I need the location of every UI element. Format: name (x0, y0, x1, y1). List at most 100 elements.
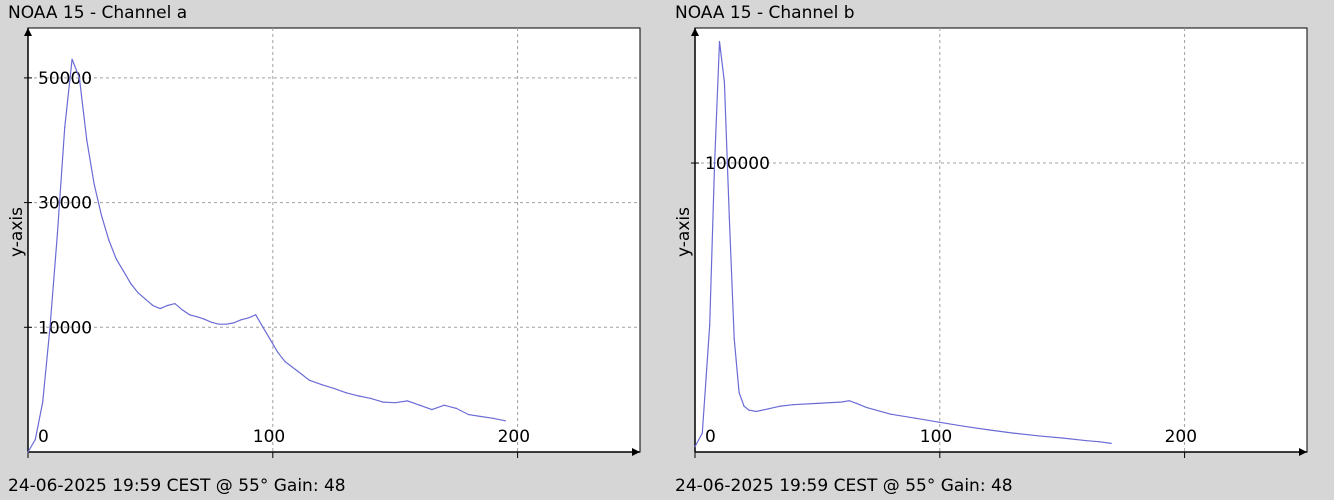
chart-plot-channel-b: 0 100 200 100000 y-axis (674, 27, 1308, 458)
data-point (345, 392, 347, 394)
data-point (914, 417, 916, 419)
data-point (738, 391, 740, 394)
plot-area (27, 27, 641, 453)
data-point (78, 77, 81, 79)
data-point (780, 405, 782, 407)
x-tick-label: 100 (920, 427, 952, 447)
data-point (1012, 432, 1014, 434)
data-point (492, 417, 494, 419)
data-point (93, 183, 95, 185)
data-point (733, 337, 735, 340)
x-tick-label: 0 (38, 427, 49, 447)
data-point (701, 432, 703, 434)
data-point (419, 404, 421, 406)
y-axis-arrow (691, 28, 699, 36)
data-point (728, 216, 730, 218)
data-point (196, 316, 198, 318)
data-point (211, 321, 213, 323)
data-point (255, 314, 257, 316)
data-point (816, 402, 818, 404)
data-point (56, 233, 58, 235)
data-point (188, 314, 191, 316)
data-point (108, 239, 110, 241)
data-point (480, 415, 482, 418)
data-point (939, 421, 941, 423)
data-point (709, 324, 711, 326)
x-tick-label: 200 (1165, 427, 1197, 447)
data-point (1037, 435, 1039, 437)
data-point (357, 395, 360, 397)
data-point (963, 425, 965, 427)
data-point (1061, 437, 1063, 439)
x-axis-arrow (632, 448, 640, 456)
data-point (370, 397, 372, 399)
data-point (144, 298, 147, 300)
data-point (34, 438, 36, 441)
data-point (855, 402, 858, 404)
data-point (382, 401, 384, 403)
capture-info-footer: 24-06-2025 19:59 CEST @ 55° Gain: 48 (675, 476, 1013, 496)
data-point (443, 404, 445, 406)
x-axis-arrow (1299, 448, 1307, 456)
chart-plot-channel-a: 0 100 200 10000 30000 50000 y-axis (7, 27, 641, 458)
data-point (137, 292, 139, 294)
plot-area (694, 27, 1308, 453)
y-tick-label: 100000 (705, 154, 770, 174)
x-tick-label: 0 (705, 427, 716, 447)
data-point (115, 258, 117, 260)
data-point (277, 351, 279, 353)
data-point (865, 406, 867, 409)
data-point (71, 58, 73, 60)
data-point (308, 379, 311, 381)
data-point (406, 400, 409, 402)
data-point (848, 400, 850, 402)
data-point (64, 127, 66, 129)
data-point (122, 270, 125, 272)
data-point (767, 408, 770, 410)
x-tick-label: 200 (498, 427, 530, 447)
data-point (100, 214, 103, 216)
capture-info-footer: 24-06-2025 19:59 CEST @ 55° Gain: 48 (8, 476, 346, 496)
data-point (218, 323, 220, 325)
x-tick-label: 100 (253, 427, 285, 447)
y-axis-arrow (24, 28, 32, 36)
data-point (225, 323, 227, 325)
data-point (504, 420, 506, 422)
chart-panel-channel-a: NOAA 15 - Channel a 0 100 200 10000 30000 500… (7, 3, 641, 496)
chart-panel-channel-b: NOAA 15 - Channel b 0 100 200 100000 y-axis … (667, 0, 1334, 500)
chart-title: NOAA 15 - Channel b (675, 3, 855, 23)
data-point (240, 319, 242, 321)
data-point (321, 384, 323, 386)
data-point (166, 304, 169, 307)
data-point (718, 40, 721, 43)
data-point (130, 283, 132, 285)
data-point (49, 326, 51, 328)
y-tick-label: 30000 (38, 194, 92, 214)
data-point (468, 413, 470, 416)
data-point (748, 409, 750, 411)
data-point (841, 401, 843, 403)
data-point (233, 322, 235, 324)
chart-title: NOAA 15 - Channel a (8, 3, 188, 23)
y-tick-label: 10000 (38, 318, 92, 338)
data-point (27, 451, 29, 453)
data-point (42, 401, 44, 403)
data-point (1086, 440, 1088, 442)
data-point (203, 318, 205, 320)
data-point (431, 409, 433, 411)
y-axis-label: y-axis (674, 207, 694, 257)
data-point (743, 405, 745, 407)
data-point (1098, 441, 1100, 443)
data-point (284, 360, 286, 363)
data-point (394, 402, 396, 404)
y-axis-label: y-axis (7, 207, 27, 257)
data-point (86, 139, 88, 141)
data-point (792, 404, 794, 406)
data-point (455, 407, 457, 409)
series-line (27, 58, 506, 453)
data-point (181, 309, 183, 311)
data-point (269, 339, 271, 341)
data-point (247, 317, 249, 319)
data-point (152, 304, 154, 307)
data-point (1110, 442, 1112, 444)
